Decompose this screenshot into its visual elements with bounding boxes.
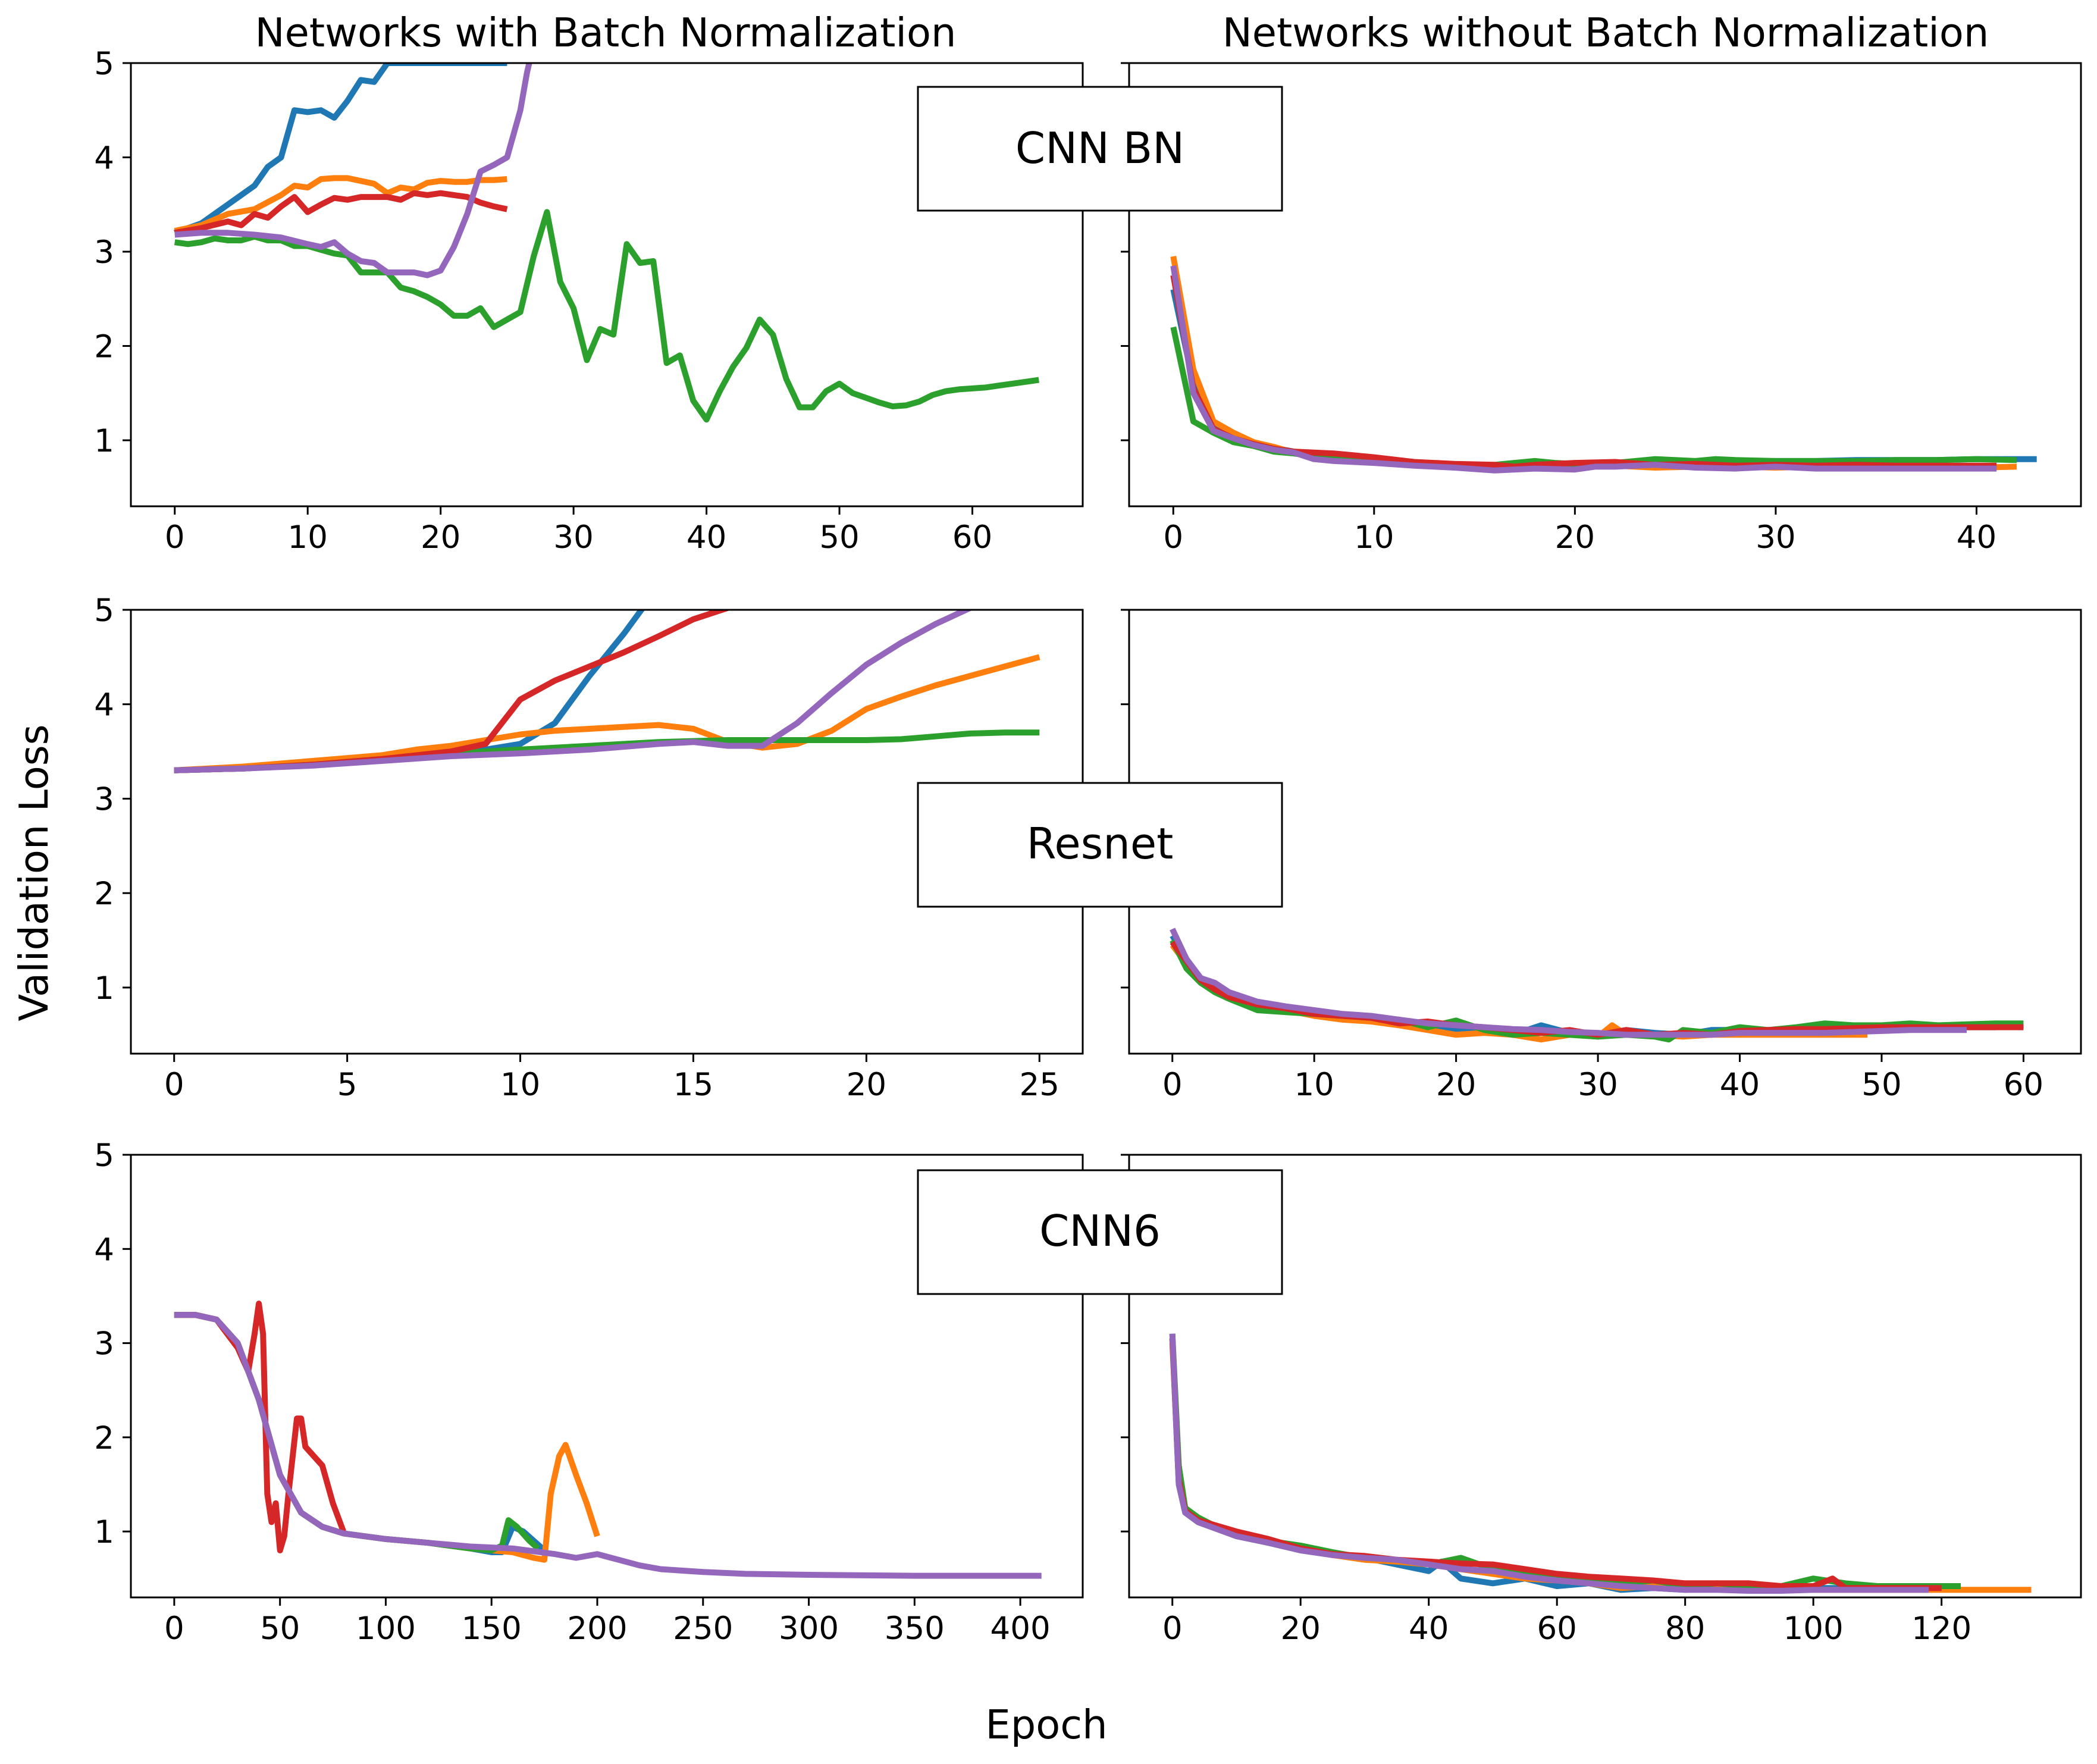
panel-resnet-without-bn: 0 10 20 30 40 50 60 <box>1121 609 2082 1103</box>
x-tick-label: 0 <box>165 519 185 556</box>
x-tick-label: 150 <box>462 1611 522 1647</box>
x-tick-label: 300 <box>779 1611 839 1647</box>
x-axis-label: Epoch <box>985 1702 1107 1748</box>
x-tick-label: 10 <box>1354 519 1394 556</box>
y-tick-label: 4 <box>94 687 114 723</box>
y-tick-label: 1 <box>94 970 114 1007</box>
x-tick-label: 120 <box>1911 1611 1971 1647</box>
x-tick-label: 80 <box>1665 1611 1705 1647</box>
x-tick-label: 350 <box>885 1611 945 1647</box>
x-tick-label: 20 <box>1280 1611 1320 1647</box>
x-tick-label: 200 <box>567 1611 627 1647</box>
y-tick-label: 5 <box>94 46 114 82</box>
series-line-5 <box>174 1312 1042 1579</box>
y-tick-label: 5 <box>94 1138 114 1174</box>
x-tick-label: 60 <box>1537 1611 1576 1647</box>
x-tick-label: 250 <box>673 1611 733 1647</box>
x-tick-label: 400 <box>990 1611 1051 1647</box>
x-tick-label: 5 <box>337 1067 358 1103</box>
series-line-5 <box>1170 265 1997 474</box>
row-label-cnn6: CNN6 <box>1039 1206 1161 1256</box>
row-label-cnn-bn: CNN BN <box>1015 123 1184 173</box>
y-tick-label: 3 <box>94 234 114 271</box>
y-tick-label: 3 <box>94 1326 114 1362</box>
series-line-4 <box>1169 1338 1942 1591</box>
x-tick-label: 40 <box>1409 1611 1449 1647</box>
x-tick-label: 20 <box>1436 1067 1476 1103</box>
x-tick-label: 0 <box>1162 1611 1183 1647</box>
panel-cnn6-with-bn: 0 50 100 150 200 250 300 350 400 1 2 3 4 5 <box>94 1138 1084 1647</box>
x-tick-label: 100 <box>356 1611 416 1647</box>
x-tick-label: 20 <box>847 1067 886 1103</box>
series-line-5 <box>174 63 532 278</box>
series-group <box>1170 928 2024 1043</box>
x-tick-label: 20 <box>1555 519 1595 556</box>
series-line-5 <box>1169 1333 1929 1594</box>
y-tick-label: 4 <box>94 140 114 177</box>
panel-cnn-bn-without-bn: 0 10 20 30 40 <box>1121 62 2082 556</box>
y-tick-label: 2 <box>94 1420 114 1456</box>
x-tick-label: 0 <box>164 1067 184 1103</box>
row-label-box <box>917 1169 1283 1295</box>
panel-cnn-bn-with-bn: 0 10 20 30 40 50 60 1 2 3 4 5 <box>94 46 1084 556</box>
x-tick-label: 100 <box>1783 1611 1844 1647</box>
x-tick-label: 30 <box>1578 1067 1618 1103</box>
axes-frame <box>1128 1154 2082 1599</box>
series-line-2 <box>174 175 507 234</box>
x-tick-label: 60 <box>952 519 992 556</box>
series-line-1 <box>174 63 507 236</box>
row-label-box-cnn-bn: CNN BN <box>917 86 1283 212</box>
x-tick-label: 10 <box>1294 1067 1334 1103</box>
y-axis-label: Validation Loss <box>11 724 57 1021</box>
axes-frame <box>130 1154 1084 1599</box>
x-tick-label: 0 <box>1162 1067 1183 1103</box>
y-tick-label: 2 <box>94 329 114 365</box>
x-tick-label: 20 <box>421 519 460 556</box>
x-tick-label: 15 <box>673 1067 713 1103</box>
row-label-box <box>917 86 1283 212</box>
series-group <box>1169 1333 2032 1594</box>
x-tick-label: 60 <box>2004 1067 2043 1103</box>
x-tick-label: 30 <box>1756 519 1795 556</box>
panel-resnet-with-bn: 0 5 10 15 20 25 1 2 3 4 5 <box>94 593 1084 1103</box>
x-tick-label: 0 <box>1163 519 1183 556</box>
x-tick-label: 10 <box>287 519 327 556</box>
y-tick-label: 4 <box>94 1232 114 1268</box>
row-label-resnet: Resnet <box>1027 819 1174 869</box>
series-group <box>174 610 1040 773</box>
x-tick-label: 40 <box>1957 519 1996 556</box>
x-tick-label: 50 <box>819 519 859 556</box>
x-tick-label: 30 <box>553 519 593 556</box>
series-group <box>174 1301 1042 1579</box>
x-tick-label: 40 <box>687 519 726 556</box>
x-tick-label: 0 <box>164 1611 184 1647</box>
axes-frame <box>130 62 1084 507</box>
y-tick-label: 1 <box>94 423 114 459</box>
column-title-without-bn: Networks without Batch Normalization <box>1223 10 1989 56</box>
y-tick-label: 2 <box>94 876 114 912</box>
y-tick-label: 1 <box>94 1514 114 1550</box>
row-label-box-cnn6: CNN6 <box>917 1169 1283 1295</box>
panel-cnn6-without-bn: 0 20 40 60 80 100 120 <box>1121 1154 2082 1647</box>
series-line-2 <box>174 654 1040 773</box>
x-tick-label: 25 <box>1020 1067 1060 1103</box>
x-tick-label: 10 <box>500 1067 540 1103</box>
x-tick-label: 50 <box>260 1611 300 1647</box>
series-line-4 <box>174 190 508 236</box>
x-tick-label: 40 <box>1720 1067 1760 1103</box>
series-group <box>1170 256 2037 474</box>
y-tick-label: 3 <box>94 781 114 817</box>
row-label-box-resnet: Resnet <box>917 782 1283 908</box>
column-title-with-bn: Networks with Batch Normalization <box>255 10 957 56</box>
axes-frame <box>1128 62 2082 507</box>
series-line-5 <box>1170 928 1967 1038</box>
series-line-5 <box>174 610 976 773</box>
series-group <box>174 63 1040 423</box>
x-tick-label: 50 <box>1861 1067 1901 1103</box>
y-tick-label: 5 <box>94 593 114 629</box>
row-label-box <box>917 782 1283 908</box>
